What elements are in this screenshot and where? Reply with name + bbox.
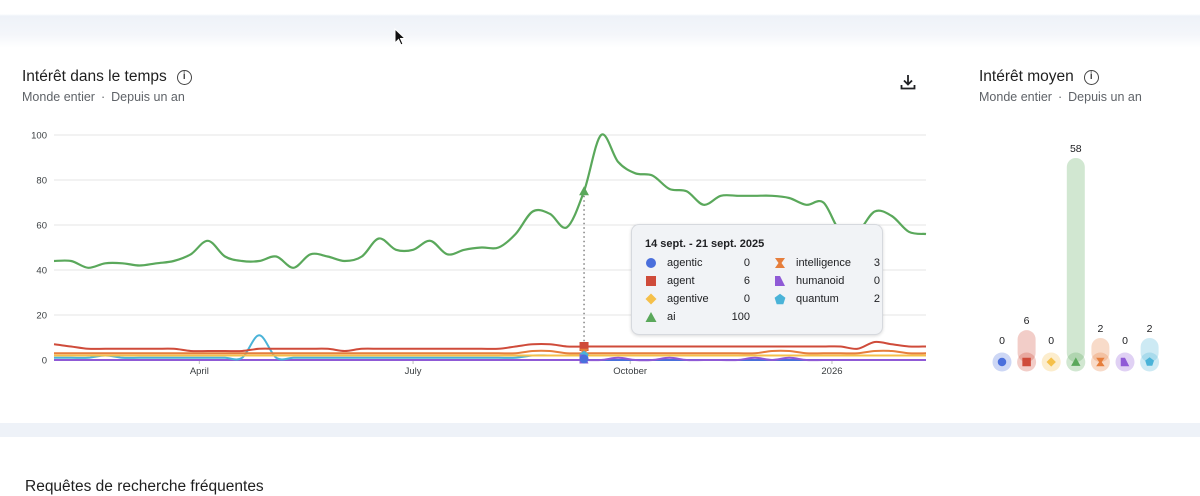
y-tick-label: 100 xyxy=(31,131,47,142)
avg-period-filter[interactable]: Depuis un an xyxy=(1068,90,1142,104)
hover-marker-agentic xyxy=(579,354,589,364)
tooltip-series-name: humanoid xyxy=(796,275,845,287)
series-line-humanoid[interactable] xyxy=(53,356,926,362)
tooltip-row-agent: agent 6 xyxy=(645,274,750,288)
avg-marker-quantum xyxy=(1145,357,1154,366)
section-divider xyxy=(0,423,1200,437)
diamond-marker-icon xyxy=(645,293,657,305)
x-tick-label: July xyxy=(405,366,422,377)
tooltip-row-intelligence: intelligence 3 xyxy=(774,256,880,270)
series-line-agent[interactable] xyxy=(53,340,927,353)
avg-value-label-intelligence: 2 xyxy=(1097,323,1103,335)
chart-tooltip: 14 sept. - 21 sept. 2025 agentic 0 intel… xyxy=(631,224,883,335)
download-icon xyxy=(900,75,916,90)
avg-marker-agentive xyxy=(1046,357,1056,367)
tooltip-series-name: intelligence xyxy=(796,257,852,269)
tooltip-row-quantum: quantum 2 xyxy=(774,292,880,306)
average-interest-chart: 0 6 0 58 2 0 2 xyxy=(992,143,1160,372)
avg-value-label-humanoid: 0 xyxy=(1122,335,1128,347)
avg-panel-title-text: Intérêt moyen xyxy=(979,68,1074,85)
avg-marker-agentic xyxy=(997,357,1007,367)
mouse-cursor-icon xyxy=(394,28,406,46)
subtitle-separator: · xyxy=(1057,90,1063,104)
avg-value-label-agent: 6 xyxy=(1024,315,1030,327)
series-line-intelligence[interactable] xyxy=(53,349,927,355)
top-band xyxy=(0,0,1200,48)
triangle-marker-icon xyxy=(645,312,657,322)
avg-marker-agent xyxy=(1022,357,1031,367)
y-tick-label: 20 xyxy=(36,311,47,322)
tooltip-series-name: agentive xyxy=(667,293,709,305)
tooltip-series-name: agent xyxy=(667,275,695,287)
tooltip-date: 14 sept. - 21 sept. 2025 xyxy=(645,238,765,250)
subtitle-separator: · xyxy=(100,90,106,104)
y-tick-label: 80 xyxy=(36,176,47,187)
x-tick-label: 2026 xyxy=(821,366,842,377)
square-marker-icon xyxy=(646,276,656,286)
avg-bar-intelligence[interactable] xyxy=(1091,338,1110,362)
avg-bar-quantum[interactable] xyxy=(1140,338,1159,362)
tooltip-series-name: quantum xyxy=(796,293,839,305)
tooltip-series-value: 0 xyxy=(873,275,880,287)
tooltip-row-ai: ai 100 xyxy=(645,310,750,324)
tooltip-series-name: agentic xyxy=(667,257,703,269)
hourglass-marker-icon xyxy=(775,258,785,268)
hover-marker-agent xyxy=(579,342,589,351)
avg-marker-humanoid xyxy=(1120,357,1130,367)
avg-panel-subtitle: Monde entier · Depuis un an xyxy=(979,90,1142,104)
avg-value-label-agentic: 0 xyxy=(999,335,1005,347)
info-icon[interactable]: i xyxy=(176,69,192,85)
tooltip-series-value: 3 xyxy=(873,257,880,269)
series-line-ai[interactable] xyxy=(53,133,927,269)
info-icon[interactable]: i xyxy=(1083,69,1099,85)
frequent-queries-title: Requêtes de recherche fréquentes xyxy=(25,478,264,495)
tooltip-series-value: 0 xyxy=(743,293,750,305)
period-filter[interactable]: Depuis un an xyxy=(111,90,185,104)
tooltip-series-value: 2 xyxy=(873,293,880,305)
avg-panel-title: Intérêt moyen i xyxy=(979,68,1099,86)
download-button[interactable] xyxy=(896,70,920,94)
avg-region-filter[interactable]: Monde entier xyxy=(979,90,1052,104)
pentagon-marker-icon xyxy=(775,276,785,286)
tooltip-series-value: 6 xyxy=(743,275,750,287)
region-filter[interactable]: Monde entier xyxy=(22,90,95,104)
tooltip-series-name: ai xyxy=(667,311,676,323)
y-tick-label: 60 xyxy=(36,221,47,232)
main-panel-title-text: Intérêt dans le temps xyxy=(22,68,167,85)
main-panel-subtitle: Monde entier · Depuis un an xyxy=(22,90,185,104)
tooltip-row-agentic: agentic 0 xyxy=(645,256,750,270)
avg-bar-agent[interactable] xyxy=(1017,330,1036,362)
avg-value-label-ai: 58 xyxy=(1070,143,1082,155)
circle-marker-icon xyxy=(646,258,656,268)
main-panel-title: Intérêt dans le temps i xyxy=(22,68,192,86)
tooltip-series-value: 0 xyxy=(743,257,750,269)
avg-value-label-agentive: 0 xyxy=(1048,335,1054,347)
pentagon-marker-icon xyxy=(774,293,786,305)
x-tick-label: October xyxy=(613,366,647,377)
avg-bar-ai[interactable] xyxy=(1066,158,1085,362)
x-tick-label: April xyxy=(190,366,209,377)
avg-marker-ai xyxy=(1071,357,1081,366)
avg-marker-intelligence xyxy=(1096,357,1105,367)
y-tick-label: 0 xyxy=(42,356,47,367)
tooltip-row-humanoid: humanoid 0 xyxy=(774,274,880,288)
tooltip-series-value: 100 xyxy=(731,311,750,323)
tooltip-row-agentive: agentive 0 xyxy=(645,292,750,306)
avg-value-label-quantum: 2 xyxy=(1147,323,1153,335)
y-tick-label: 40 xyxy=(36,266,47,277)
hover-marker-ai xyxy=(579,186,589,196)
